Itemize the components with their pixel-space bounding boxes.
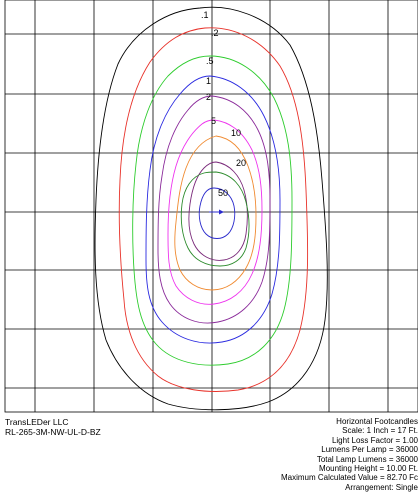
contour-5: [167, 119, 263, 305]
luminaire-model: RL-265-3M-NW-UL-D-BZ: [5, 427, 101, 437]
contour-label: .1: [201, 10, 209, 20]
contour-label: 20: [236, 158, 246, 168]
scale-note: Scale: 1 Inch = 17 Ft.: [342, 426, 418, 436]
contour-label: .5: [206, 56, 214, 66]
grid-border: [4, 0, 418, 413]
mounting-height: Mounting Height = 10.00 Ft.: [319, 464, 418, 474]
isofootcandle-diagram: .1 .2 .5 1 2 5 10 20 50: [4, 0, 418, 413]
contour-50: [180, 171, 250, 267]
light-loss-factor: Light Loss Factor = 1.00: [331, 435, 418, 445]
luminaire-marker: [209, 209, 224, 215]
calc-title: Horizontal Footcandles: [336, 417, 418, 426]
total-lamp-lumens: Total Lamp Lumens = 36000: [316, 454, 418, 464]
contour-label: 2: [206, 92, 211, 102]
contour-label: 1: [206, 76, 211, 86]
contour-label: 10: [231, 128, 241, 138]
footer-right: Horizontal Footcandles Scale: 1 Inch = 1…: [218, 417, 418, 492]
contour-0-2: [118, 27, 309, 392]
contour-label: 50: [218, 188, 228, 198]
contour-20: [188, 161, 248, 261]
contour-0-1: [94, 6, 328, 411]
contour-10: [174, 135, 257, 291]
contour-core: [198, 187, 236, 239]
contour-label: .2: [211, 28, 219, 38]
arrangement: Arrangement: Single: [345, 482, 418, 492]
footer-left: TransLEDer LLC RL-265-3M-NW-UL-D-BZ: [5, 417, 101, 437]
contour-0-5: [132, 55, 293, 366]
contour-label: 5: [211, 116, 216, 126]
max-calculated-value: Maximum Calculated Value = 82.70 Fc: [280, 473, 418, 483]
company-name: TransLEDer LLC: [5, 417, 69, 427]
contour-1: [145, 75, 281, 344]
lumens-per-lamp: Lumens Per Lamp = 36000: [321, 445, 418, 455]
contour-2: [157, 95, 271, 324]
